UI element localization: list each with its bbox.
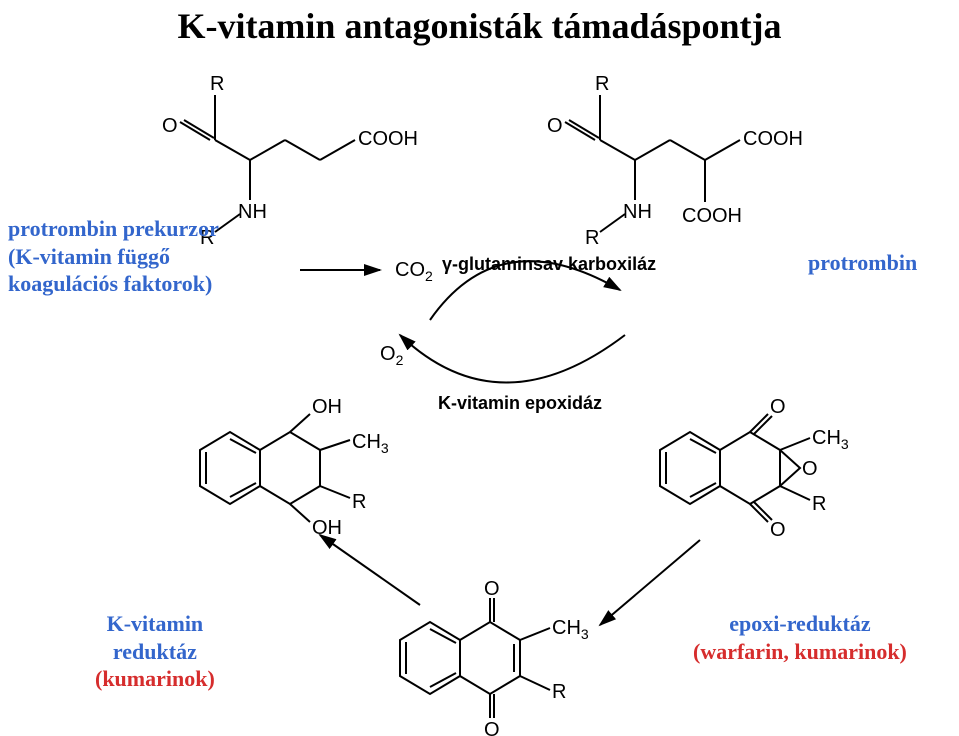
- label-protrombin: protrombin: [808, 250, 917, 276]
- label-prekurzor-line3: koagulációs faktorok): [8, 270, 219, 298]
- chem-NH: NH: [623, 201, 652, 223]
- arrow-reduktaz: [320, 535, 420, 605]
- diagram-root: { "title": "K-vitamin antagonisták támad…: [0, 0, 959, 736]
- label-prekurzor: protrombin prekurzor (K-vitamin függő ko…: [8, 215, 219, 298]
- chem-O: O: [770, 519, 786, 541]
- struct-left-quinol: [200, 414, 350, 522]
- chem-OH: OH: [312, 396, 342, 418]
- chem-COOH: COOH: [682, 205, 742, 227]
- label-k-vitamin-reduktaz-line2: reduktáz: [95, 638, 215, 666]
- label-k-vitamin-reduktaz: K-vitamin reduktáz (kumarinok): [95, 610, 215, 693]
- chem-CH3: CH3: [812, 427, 849, 452]
- chem-CO2: CO2: [395, 259, 433, 284]
- chem-NH: NH: [238, 201, 267, 223]
- arrow-epoxi-reduktaz: [600, 540, 700, 625]
- chem-R: R: [552, 681, 566, 703]
- label-gamma-glutaminsav: γ-glutaminsav karboxiláz: [442, 254, 656, 275]
- chem-R: R: [812, 493, 826, 515]
- label-prekurzor-line1: protrombin prekurzor: [8, 215, 219, 243]
- label-epoxi-reduktaz-line1: epoxi-reduktáz: [693, 610, 907, 638]
- chem-O: O: [162, 115, 178, 137]
- struct-right-epoxide: [660, 414, 810, 522]
- chem-O: O: [484, 719, 500, 736]
- chem-COOH: COOH: [743, 128, 803, 150]
- struct-top-left: [180, 95, 355, 232]
- struct-bottom-quinone: [400, 598, 550, 718]
- chem-R: R: [585, 227, 599, 249]
- chem-R: R: [352, 491, 366, 513]
- chem-CH3: CH3: [352, 431, 389, 456]
- chem-O: O: [770, 396, 786, 418]
- chem-R: R: [210, 73, 224, 95]
- chem-COOH: COOH: [358, 128, 418, 150]
- chem-O: O: [484, 578, 500, 600]
- label-k-vitamin-reduktaz-line3: (kumarinok): [95, 665, 215, 693]
- label-epoxi-reduktaz-line2: (warfarin, kumarinok): [693, 638, 907, 666]
- chem-R: R: [595, 73, 609, 95]
- label-k-vitamin-epoxidaz: K-vitamin epoxidáz: [438, 393, 602, 414]
- chem-CH3: CH3: [552, 617, 589, 642]
- label-k-vitamin-reduktaz-line1: K-vitamin: [95, 610, 215, 638]
- chem-O: O: [547, 115, 563, 137]
- arc-lower: [400, 335, 625, 383]
- label-prekurzor-line2: (K-vitamin függő: [8, 243, 219, 271]
- chem-OH: OH: [312, 517, 342, 539]
- chem-O2: O2: [380, 343, 404, 368]
- chem-O: O: [802, 458, 818, 480]
- label-epoxi-reduktaz: epoxi-reduktáz (warfarin, kumarinok): [693, 610, 907, 665]
